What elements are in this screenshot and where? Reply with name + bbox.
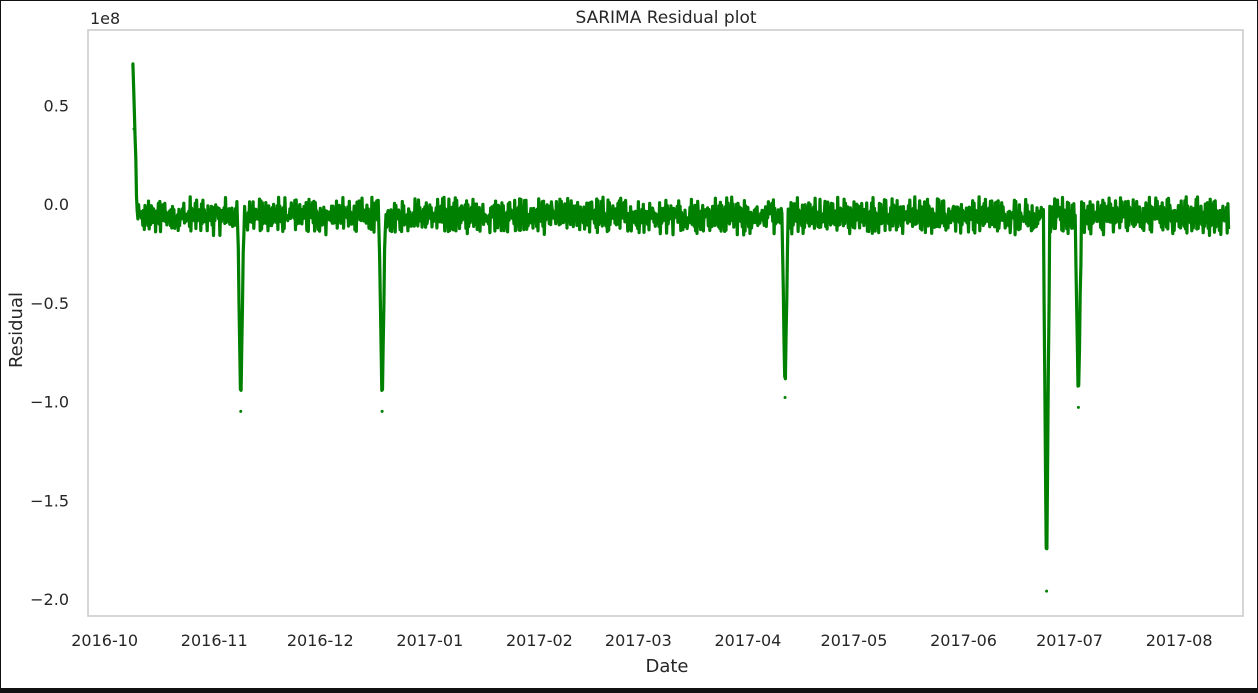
residual-spike-point <box>1045 589 1049 593</box>
window-bottom-band <box>0 688 1258 693</box>
x-tick-label: 2016-11 <box>181 631 248 650</box>
y-tick-label: −1.5 <box>30 491 69 510</box>
y-axis-offset-text: 1e8 <box>90 9 120 28</box>
x-axis-ticks: 2016-10 2016-11 2016-12 2017-01 2017-02 2017-… <box>71 631 1212 650</box>
residual-spike-point <box>239 409 243 413</box>
x-tick-label: 2017-06 <box>930 631 997 650</box>
y-axis-ticks: 0.5 0.0 −0.5 −1.0 −1.5 −2.0 <box>30 96 69 609</box>
x-tick-label: 2017-04 <box>714 631 781 650</box>
x-tick-label: 2017-02 <box>506 631 573 650</box>
residual-spike-point <box>380 409 384 413</box>
plot-area-frame <box>87 29 1244 617</box>
x-tick-label: 2017-08 <box>1146 631 1213 650</box>
series-layer <box>131 62 1231 593</box>
y-tick-label: −0.5 <box>30 294 69 313</box>
y-axis-label: Residual <box>6 292 27 368</box>
x-tick-label: 2017-05 <box>821 631 888 650</box>
x-tick-label: 2017-07 <box>1036 631 1103 650</box>
residual-spike-point <box>1076 405 1080 409</box>
window-top-border <box>0 0 1258 1</box>
y-tick-label: −2.0 <box>30 590 69 609</box>
residual-series-line <box>131 63 1231 551</box>
x-tick-label: 2016-10 <box>71 631 138 650</box>
y-tick-label: −1.0 <box>30 393 69 412</box>
y-tick-label: 0.0 <box>44 195 69 214</box>
x-tick-label: 2017-01 <box>396 631 463 650</box>
residual-spike-point <box>783 396 787 400</box>
chart-title: SARIMA Residual plot <box>575 8 756 28</box>
x-tick-label: 2016-12 <box>287 631 354 650</box>
x-axis-label: Date <box>645 656 688 677</box>
x-tick-label: 2017-03 <box>605 631 672 650</box>
y-tick-label: 0.5 <box>44 96 69 115</box>
window-left-border <box>0 0 1 688</box>
residual-spike-point <box>131 62 135 66</box>
residual-spike-point <box>132 127 136 131</box>
